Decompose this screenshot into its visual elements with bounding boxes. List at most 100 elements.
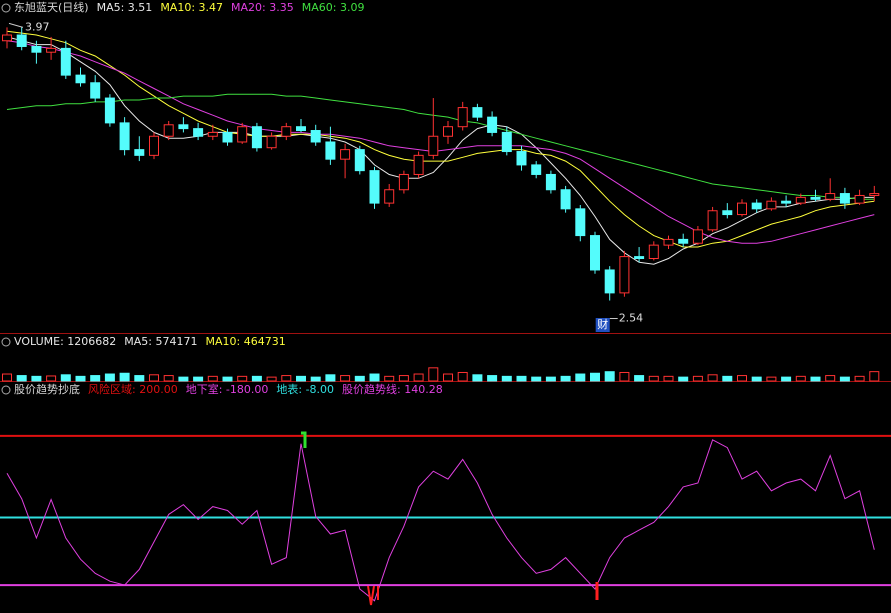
candle-body	[104, 97, 115, 124]
candle-body	[281, 126, 292, 137]
volume-bar	[663, 375, 674, 382]
header-item: 地表: -8.00	[276, 382, 334, 396]
header-item: 股价趋势线: 140.28	[342, 382, 443, 396]
volume-bar	[428, 367, 439, 382]
candle-body	[134, 149, 145, 156]
header-item: MA10: 464731	[205, 335, 285, 348]
candle-body	[472, 107, 483, 118]
volume-bar	[163, 375, 174, 382]
volume-bar	[31, 375, 42, 382]
volume-bar	[46, 375, 57, 382]
volume-bar	[810, 376, 821, 382]
candle-body	[619, 256, 630, 294]
volume-bar	[384, 375, 395, 382]
candle-body	[516, 151, 527, 166]
header-item: 股价趋势抄底	[14, 382, 80, 396]
volume-bar	[296, 375, 306, 382]
volume-bar	[781, 376, 792, 382]
candle-body	[222, 131, 233, 143]
volume-bar	[178, 376, 189, 382]
candle-body	[46, 47, 57, 53]
volume-bar	[619, 371, 630, 382]
annotation: 3.97	[25, 20, 50, 33]
candle-body	[443, 126, 453, 137]
volume-bar	[104, 373, 115, 382]
bottom-signal	[367, 585, 379, 606]
volume-bar	[75, 375, 86, 382]
volume-bar	[193, 376, 204, 382]
candle-body	[90, 82, 101, 99]
volume-bar	[531, 376, 542, 382]
volume-bar	[825, 375, 836, 382]
ma-line	[6, 40, 875, 244]
header-item: MA10: 3.47	[160, 1, 223, 14]
header-item: MA60: 3.09	[302, 1, 365, 14]
header-icon	[1, 385, 11, 395]
volume-bar	[722, 375, 733, 382]
candle-body	[545, 173, 556, 191]
volume-bar	[340, 375, 351, 382]
volume-bar	[501, 375, 512, 382]
candle-body	[384, 189, 395, 204]
annotation: 2.54	[619, 312, 644, 325]
ma-line	[6, 36, 875, 265]
header-icon	[1, 337, 11, 347]
header-item: 地下室: -180.00	[186, 382, 269, 396]
candle-body	[839, 193, 850, 204]
candle-body	[575, 208, 586, 237]
candle-body	[678, 238, 689, 244]
volume-bar	[854, 375, 865, 382]
volume-bar	[634, 375, 645, 382]
volume-bar	[134, 375, 145, 382]
volume-bar	[545, 376, 556, 382]
volume-bar	[207, 375, 218, 382]
candle-body	[707, 210, 718, 231]
header-item: MA5: 574171	[124, 335, 197, 348]
ma-line	[6, 93, 875, 200]
candle-body	[692, 229, 703, 244]
candle-body	[60, 47, 71, 76]
volume-bar	[604, 371, 615, 382]
volume-bar	[2, 373, 12, 382]
volume-bar	[325, 374, 336, 382]
volume-bar	[737, 375, 747, 382]
candle-body	[457, 107, 468, 128]
candle-body	[354, 149, 365, 172]
header-item: MA20: 3.35	[231, 1, 294, 14]
candle-body	[75, 74, 86, 84]
volume-bar	[369, 373, 380, 382]
volume-bar	[795, 375, 806, 382]
volume-bar	[751, 376, 762, 382]
candle-body	[428, 135, 439, 156]
candle-body	[119, 122, 130, 151]
volume-bar	[149, 374, 159, 382]
candle-body	[237, 126, 248, 143]
candle-body	[751, 202, 762, 210]
volume-bar	[281, 375, 292, 382]
volume-bar	[413, 373, 424, 382]
candle-body	[634, 256, 645, 260]
volume-bar	[310, 376, 321, 382]
volume-bar	[678, 376, 689, 382]
candle-body	[325, 141, 336, 160]
header-icon	[1, 3, 11, 13]
candle-body	[149, 135, 159, 156]
volume-bar	[839, 376, 850, 382]
volume-bar	[590, 372, 600, 382]
volume-bar	[487, 375, 498, 382]
candle-body	[590, 235, 600, 271]
candle-body	[16, 34, 27, 47]
volume-bar	[354, 375, 365, 382]
volume-bar	[398, 375, 409, 382]
candle-body	[310, 130, 321, 143]
candle-body	[163, 124, 174, 137]
candle-body	[501, 131, 512, 153]
signal-markers	[301, 431, 599, 606]
candle-body	[340, 149, 351, 160]
volume-bar	[251, 375, 262, 382]
volume-bar	[692, 375, 703, 382]
volume-bar	[443, 373, 453, 382]
candle-body	[825, 193, 836, 200]
candle-body	[369, 170, 380, 204]
